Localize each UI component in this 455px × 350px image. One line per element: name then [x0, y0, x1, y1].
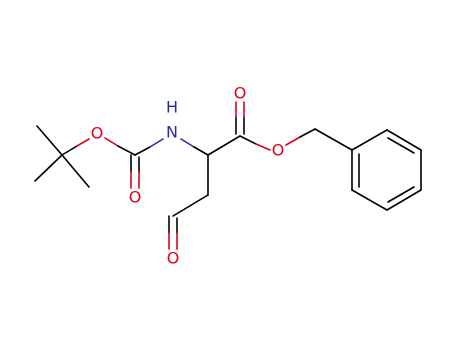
- atom-label: N: [166, 123, 178, 142]
- bond: [239, 135, 257, 145]
- bond: [386, 129, 422, 151]
- bond: [172, 194, 209, 217]
- atom-label: O: [272, 141, 285, 160]
- bond: [104, 137, 119, 147]
- bond: [180, 138, 195, 148]
- bond: [351, 129, 388, 151]
- atom-label: H: [166, 98, 178, 117]
- bond: [387, 186, 415, 203]
- bond: [387, 137, 415, 154]
- bond: [34, 154, 63, 182]
- bond: [351, 189, 388, 211]
- bonds: [34, 101, 422, 250]
- bond: [76, 138, 90, 147]
- bond: [193, 146, 209, 156]
- bond: [134, 146, 151, 156]
- atom-labels: O H N O O O O: [91, 84, 285, 268]
- atom-label: O: [91, 124, 104, 143]
- bond: [61, 145, 78, 156]
- bond: [285, 136, 301, 146]
- atom-label: O: [234, 84, 247, 103]
- bond: [149, 138, 164, 148]
- atom-label: O: [167, 249, 180, 268]
- atom-label: O: [129, 188, 142, 207]
- bond: [386, 189, 422, 211]
- bond: [117, 145, 136, 156]
- bond: [314, 128, 353, 151]
- bond: [36, 125, 63, 156]
- bond: [207, 135, 241, 156]
- bond: [61, 154, 90, 188]
- bond: [255, 143, 271, 151]
- bond: [299, 128, 316, 138]
